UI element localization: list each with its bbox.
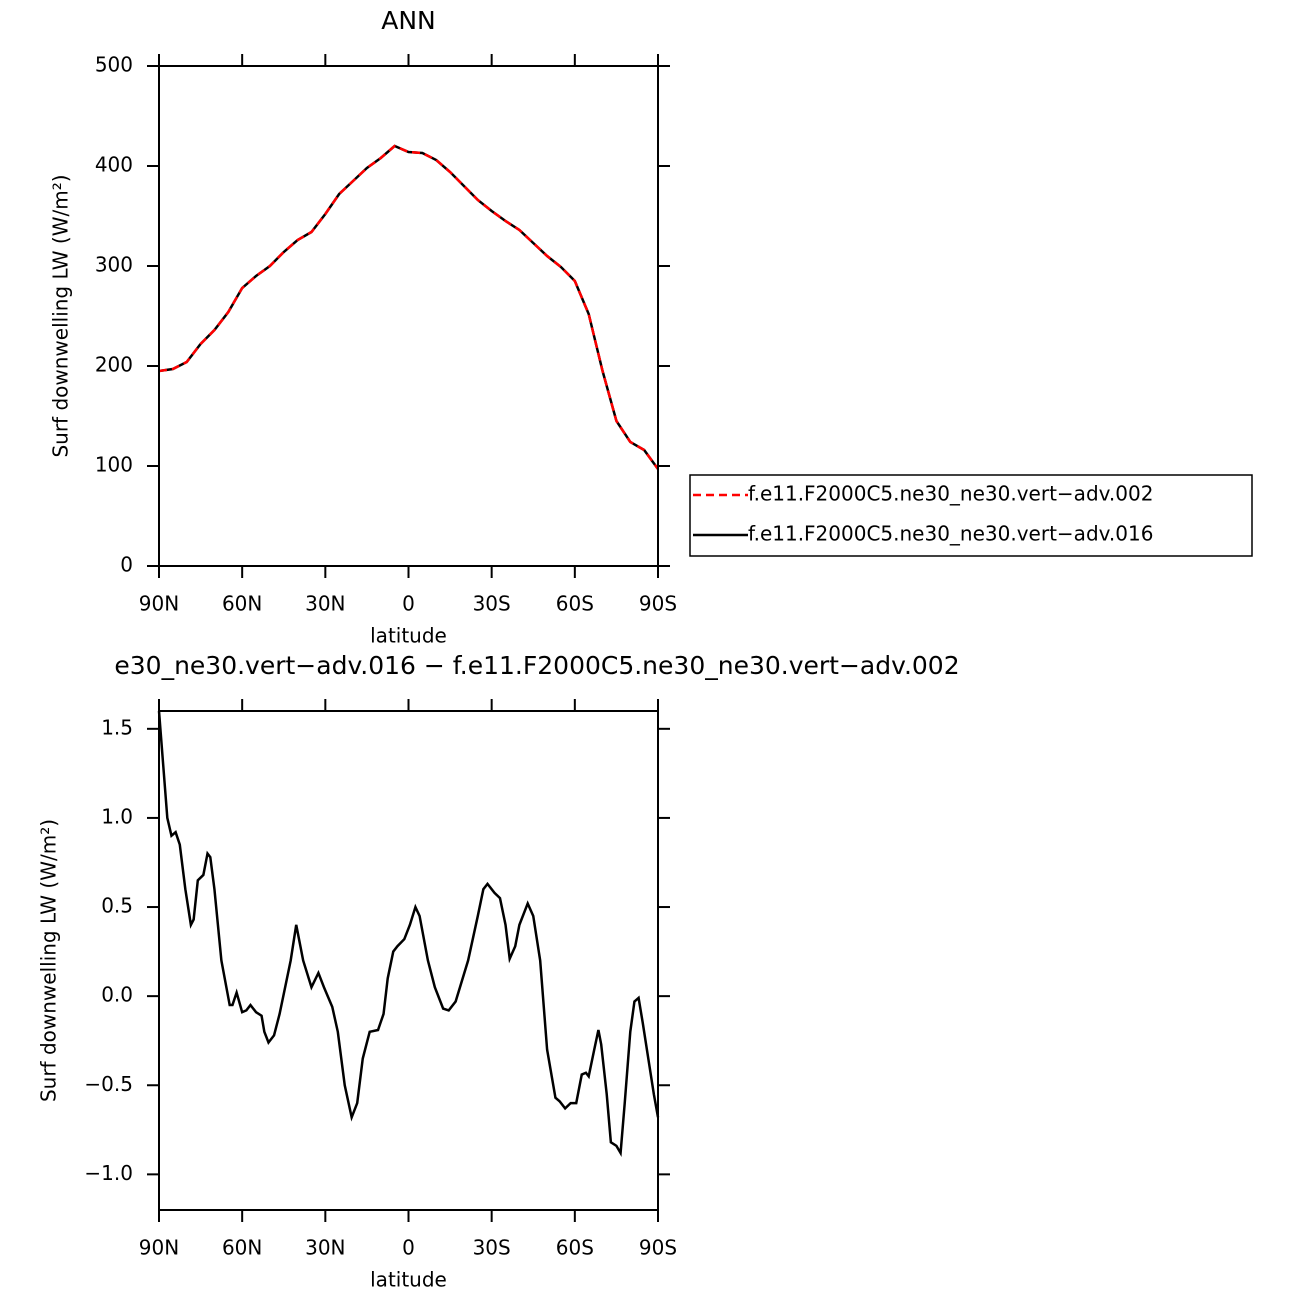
data-line (157, 710, 660, 1158)
legend-box (689, 474, 1253, 557)
x-tick-label: 60N (222, 592, 262, 616)
x-axis-label: latitude (370, 624, 447, 648)
y-tick-label: 300 (95, 253, 133, 277)
data-line (158, 144, 660, 470)
y-tick-label: −1.0 (84, 1161, 133, 1185)
chart-title: e30_ne30.vert−adv.016 − f.e11.F2000C5.ne… (114, 651, 959, 680)
legend-label: f.e11.F2000C5.ne30_ne30.vert−adv.016 (748, 522, 1153, 546)
x-tick-label: 0 (402, 1236, 415, 1260)
x-tick-label: 30N (305, 1236, 345, 1260)
plot-frame (158, 65, 659, 567)
x-tick-label: 90N (139, 592, 179, 616)
data-line (158, 144, 660, 470)
y-tick-label: 0 (120, 553, 133, 577)
y-tick-label: 500 (95, 53, 133, 77)
chart-title: ANN (381, 6, 436, 35)
y-tick-label: 1.5 (101, 715, 133, 739)
y-tick-label: 1.0 (101, 804, 133, 828)
x-tick-label: 90S (639, 592, 677, 616)
x-tick-label: 30S (473, 592, 511, 616)
y-axis-label: Surf downwelling LW (W/m²) (49, 174, 73, 457)
y-axis-label: Surf downwelling LW (W/m²) (37, 819, 61, 1102)
x-tick-label: 90N (139, 1236, 179, 1260)
y-tick-label: 0.0 (101, 983, 133, 1007)
x-tick-label: 30N (305, 592, 345, 616)
legend-label: f.e11.F2000C5.ne30_ne30.vert−adv.002 (748, 482, 1153, 506)
x-tick-label: 90S (639, 1236, 677, 1260)
y-tick-label: 0.5 (101, 894, 133, 918)
y-tick-label: 100 (95, 453, 133, 477)
x-tick-label: 0 (402, 592, 415, 616)
x-tick-label: 60S (556, 1236, 594, 1260)
x-axis-label: latitude (370, 1268, 447, 1292)
y-tick-label: 200 (95, 353, 133, 377)
x-tick-label: 60S (556, 592, 594, 616)
y-tick-label: 400 (95, 153, 133, 177)
plot-frame (158, 710, 659, 1211)
y-tick-label: −0.5 (84, 1072, 133, 1096)
x-tick-label: 30S (473, 1236, 511, 1260)
x-tick-label: 60N (222, 1236, 262, 1260)
